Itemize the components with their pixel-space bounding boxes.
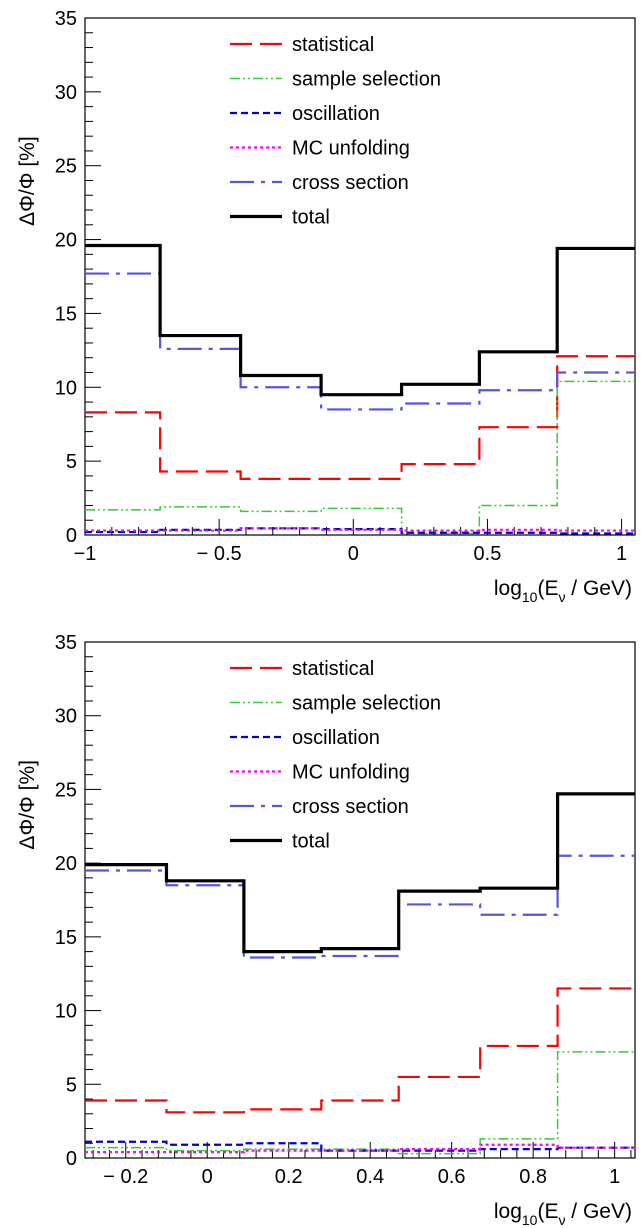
y-tick-label: 30 (55, 706, 77, 728)
y-axis-label: ΔΦ/Φ [%] (16, 136, 39, 226)
x-tick-label: 0.2 (275, 1166, 303, 1188)
legend-label: cross section (292, 796, 409, 818)
series-cross-section-line (85, 272, 635, 411)
x-tick-label: −1 (74, 543, 97, 565)
series-oscillation-line (85, 527, 635, 535)
series-sample-selection-line (85, 380, 635, 535)
legend-label: statistical (292, 658, 374, 680)
series-mc-unfolding-line (85, 1143, 635, 1154)
y-tick-label: 15 (55, 303, 77, 325)
plot-frame (84, 641, 636, 1159)
series-total-line (85, 243, 635, 397)
x-tick-label: 0 (348, 543, 359, 565)
x-axis-label: log10(Eν / GeV) (494, 1200, 632, 1228)
legend-label: oscillation (292, 727, 380, 749)
series-mc-unfolding-line (85, 527, 635, 532)
x-tick-label: − 0.5 (197, 543, 242, 565)
x-tick-label: − 0.2 (103, 1166, 148, 1188)
series-total-line (85, 792, 635, 954)
legend-label: MC unfolding (292, 138, 410, 160)
y-tick-label: 20 (55, 853, 77, 875)
plot-frame (84, 17, 636, 536)
x-tick-label: 1 (616, 543, 627, 565)
y-tick-label: 15 (55, 927, 77, 949)
series-statistical-line (85, 355, 635, 480)
legend-label: sample selection (292, 693, 441, 715)
legend-label: total (292, 207, 330, 229)
y-tick-label: 35 (55, 8, 77, 30)
y-tick-label: 20 (55, 230, 77, 252)
series-cross-section-line (85, 854, 635, 959)
series-sample-selection-line (85, 1051, 635, 1155)
legend-label: MC unfolding (292, 762, 410, 784)
chart-panel-2: 0 5 10 15 20 25 30 35 − 0.2 0 0.2 0.4 0.6 0.8 1 ΔΦ/Φ [%… (16, 632, 636, 1228)
x-tick-label: 0 (202, 1166, 213, 1188)
y-axis-label: ΔΦ/Φ [%] (16, 760, 39, 850)
y-tick-label: 5 (66, 1074, 77, 1096)
x-axis-label: log10(Eν / GeV) (494, 577, 632, 605)
y-tick-label: 35 (55, 632, 77, 654)
x-tick-label: 0.6 (438, 1166, 466, 1188)
legend-label: sample selection (292, 69, 441, 91)
series-oscillation-line (85, 1140, 635, 1152)
x-tick-label: 1 (609, 1166, 620, 1188)
series-statistical-line (85, 987, 635, 1114)
x-tick-label: 0.4 (356, 1166, 384, 1188)
y-tick-label: 25 (55, 779, 77, 801)
y-tick-label: 10 (55, 377, 77, 399)
legend-label: cross section (292, 172, 409, 194)
y-tick-label: 0 (66, 1148, 77, 1170)
x-tick-label: 0.5 (474, 543, 502, 565)
chart-panel-1: 0 5 10 15 20 25 30 35 −1 − 0.5 0 0.5 1 ΔΦ/Φ [%] log10(… (16, 8, 636, 605)
y-tick-label: 10 (55, 1001, 77, 1023)
legend-label: total (292, 831, 330, 853)
y-tick-label: 25 (55, 156, 77, 178)
legend-label: statistical (292, 34, 374, 56)
y-tick-label: 30 (55, 82, 77, 104)
x-tick-label: 0.8 (519, 1166, 547, 1188)
legend-label: oscillation (292, 103, 380, 125)
y-tick-label: 0 (66, 525, 77, 547)
y-tick-label: 5 (66, 451, 77, 473)
